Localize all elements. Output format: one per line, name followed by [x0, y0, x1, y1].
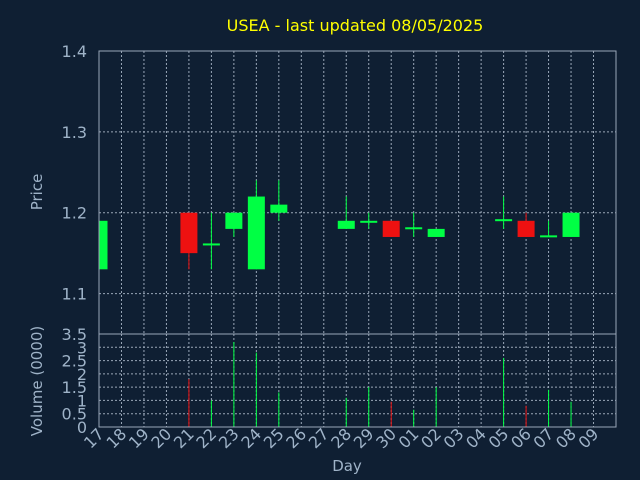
candle-body: [180, 212, 198, 254]
volume-panel-frame: [98, 333, 617, 428]
candle-08: [562, 212, 580, 237]
volume-y-tick-label: 2.5: [62, 352, 87, 371]
candle-25: [270, 180, 288, 221]
candle-body: [202, 243, 220, 246]
candle-body: [337, 220, 355, 229]
candle-body: [517, 220, 535, 237]
candle-02: [427, 228, 445, 237]
candle-07: [540, 220, 558, 238]
candle-body: [382, 220, 400, 237]
candle-28: [337, 196, 355, 229]
price-axis-label: Price: [28, 174, 46, 211]
price-y-tick-label: 1.4: [62, 42, 87, 61]
candle-29: [360, 212, 378, 229]
volume-y-tick-label: 0: [77, 418, 87, 437]
candle-22: [202, 212, 220, 270]
candle-body: [247, 196, 265, 270]
candle-24: [247, 180, 265, 270]
candle-body: [360, 220, 378, 223]
candle-body: [270, 204, 288, 213]
volume-y-tick-label: 2: [77, 365, 87, 384]
price-gridlines: [99, 51, 616, 334]
price-y-tick-label: 1.1: [62, 285, 87, 304]
candle-17: [98, 220, 108, 270]
volume-y-tick-label: 1: [77, 391, 87, 410]
candle-05: [495, 196, 513, 229]
x-tick-label: 09: [575, 424, 603, 452]
candle-30: [382, 220, 400, 237]
volume-y-tick-label: 3: [77, 338, 87, 357]
candle-body: [540, 235, 558, 238]
chart-title: USEA - last updated 08/05/2025: [227, 16, 484, 35]
price-y-tick-labels: 1.1 1.2 1.3 1.4: [62, 42, 87, 304]
candle-body: [405, 227, 423, 230]
volume-y-tick-label: 1.5: [62, 378, 87, 397]
candle-23: [225, 212, 243, 237]
price-y-tick-label: 1.3: [62, 123, 87, 142]
candle-body: [99, 220, 108, 270]
volume-y-tick-label: 3.5: [62, 325, 87, 344]
volume-y-tick-labels: 00.511.522.533.5: [62, 325, 87, 437]
candle-body: [427, 228, 445, 237]
candle-body: [562, 212, 580, 237]
candle-body: [225, 212, 243, 229]
price-y-tick-label: 1.2: [62, 204, 87, 223]
price-panel-frame: [98, 50, 617, 335]
volume-y-tick-label: 0.5: [62, 405, 87, 424]
candles: [98, 180, 580, 270]
volume-gridlines: [99, 334, 616, 427]
candle-body: [495, 219, 513, 222]
volume-bars: [188, 341, 572, 427]
candle-01: [405, 212, 423, 237]
candle-21: [180, 212, 198, 270]
x-tick-labels: 1718192021222324252627282930010203040506…: [80, 424, 602, 452]
x-axis-label: Day: [332, 457, 362, 475]
volume-axis-label: Volume (0000): [28, 326, 46, 436]
candle-06: [517, 212, 535, 237]
